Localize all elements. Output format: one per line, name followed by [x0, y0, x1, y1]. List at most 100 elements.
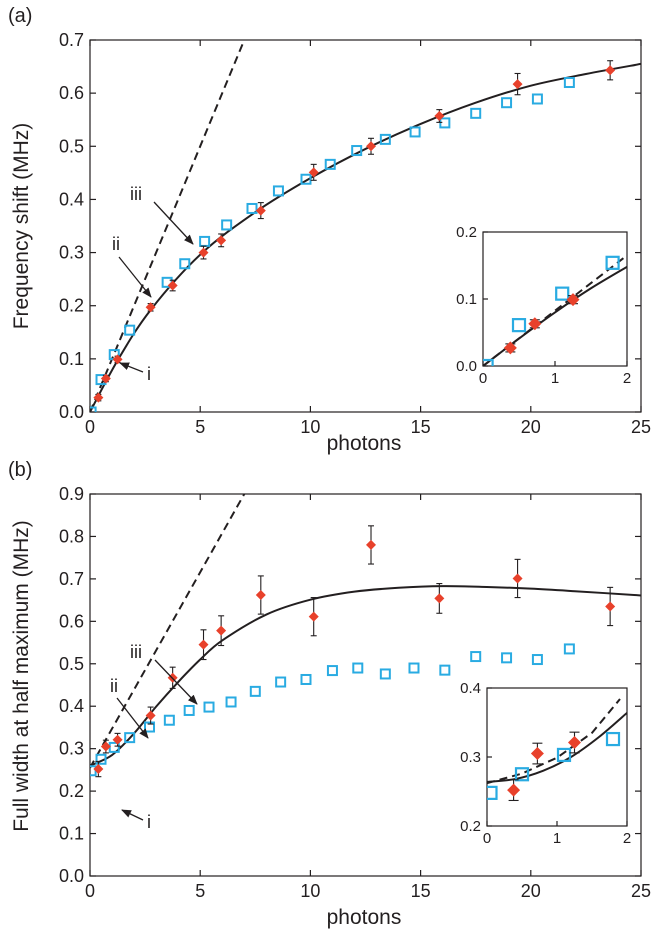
- panel-b-arrow-i: [121, 809, 144, 821]
- panel-b-xtick-label: 10: [300, 881, 320, 901]
- panel-a-ytick-label: 0.2: [59, 296, 84, 316]
- panel-b-xlabel: photons: [327, 906, 402, 929]
- panel-a-annotation-i: i: [147, 364, 151, 384]
- panel-a-inset-xtick-label: 1: [551, 370, 559, 387]
- panel-a-annotation-iii: iii: [130, 184, 142, 204]
- panel-a-arrow-iii: [153, 201, 194, 245]
- panel-a-diamond-point: [145, 302, 156, 313]
- panel-b-diamond-point: [512, 573, 523, 584]
- panel-a-inset-ytick-label: 0.2: [456, 224, 477, 241]
- panel-a-square-point: [90, 406, 97, 412]
- panel-b-square-point: [275, 676, 287, 688]
- panel-b-square-point: [501, 652, 513, 664]
- panel-a-ytick-label: 0.3: [59, 243, 84, 263]
- panel-a-inset-diamond-point: [503, 341, 517, 355]
- panel-a-inset: 0 1 2 0.0 0.1 0.2: [456, 224, 631, 387]
- panel-b-square-point: [379, 668, 391, 680]
- panel-a-diamond-point: [93, 392, 104, 403]
- panel-b-diamond-point: [100, 741, 111, 752]
- panel-b-diamond-point: [434, 593, 445, 604]
- panel-b-inset-diamond-point: [568, 736, 581, 750]
- panel-a-diamond-point: [100, 373, 111, 384]
- panel-b-square-point: [95, 753, 107, 765]
- panel-a-plot-area: 0 5 10 15 20 250.00.10.20.30.40.50.60.7: [59, 30, 651, 437]
- panel-a-xtick-label: 15: [411, 417, 431, 437]
- panel-a-square-point: [409, 126, 421, 138]
- panel-b-plot-area: 0 5 10 15 20 250.00.10.20.30.40.50.60.70.80.9: [59, 484, 651, 901]
- panel-b-inset-square-point: [556, 747, 572, 763]
- panel-a-diamond-point: [512, 79, 523, 90]
- panel-a-arrow-ii: [118, 256, 152, 298]
- panel-b-ytick-label: 0.4: [59, 696, 84, 716]
- panel-b-ytick-label: 0.6: [59, 611, 84, 631]
- panel-b-label: (b): [8, 459, 32, 481]
- panel-b-ytick-label: 0.1: [59, 824, 84, 844]
- panel-a-annotations: i ii iii: [112, 184, 194, 384]
- panel-b-ytick-label: 0.2: [59, 781, 84, 801]
- panel-a-linear-dashed: [90, 39, 246, 412]
- panel-b-xtick-label: 5: [195, 881, 205, 901]
- panel-a-ytick-label: 0.1: [59, 349, 84, 369]
- panel-a-diamond-point: [198, 247, 209, 258]
- panel-a-label: (a): [8, 5, 32, 27]
- panel-b-inset: 0 1 2 0.2 0.3 0.4: [460, 680, 631, 847]
- panel-b-xtick-label: 25: [631, 881, 651, 901]
- panel-b-annotation-i: i: [147, 812, 151, 832]
- panel-b-xtick-label: 15: [411, 881, 431, 901]
- panel-b-inset-square-point: [487, 785, 498, 800]
- panel-a-square-point: [199, 235, 211, 247]
- panel-a-diamond-point: [167, 280, 178, 291]
- panel-b-square-point: [439, 664, 451, 676]
- panel-b-diamond-point: [255, 590, 266, 601]
- panel-a-xtick-label: 10: [300, 417, 320, 437]
- panel-b-square-point: [144, 721, 156, 733]
- panel-a-inset-xtick-label: 2: [623, 370, 631, 387]
- panel-b-fit-curve: [90, 585, 641, 767]
- panel-b-diamond-point: [93, 764, 104, 775]
- panel-a-ytick-label: 0.7: [59, 30, 84, 50]
- panel-a-data: [90, 39, 641, 412]
- panel-a-ylabel: Frequency shift (MHz): [10, 123, 33, 330]
- panel-b-inset-ytick-label: 0.2: [460, 818, 481, 835]
- panel-b-ytick-label: 0.9: [59, 484, 84, 504]
- panel-b-square-point: [563, 643, 575, 655]
- panel-a-ytick-label: 0.0: [59, 402, 84, 422]
- panel-b-inset-ytick-label: 0.3: [460, 749, 481, 766]
- panel-b-square-point: [203, 701, 215, 713]
- panel-a-square-point: [272, 185, 284, 197]
- panel-a-arrow-i: [119, 362, 144, 373]
- panel-b-square-point: [300, 673, 312, 685]
- panel-a-square-point: [531, 93, 543, 105]
- panel-a-square-point: [351, 145, 363, 157]
- panel-b-annotation-iii: iii: [130, 642, 142, 662]
- panel-b-inset-xtick-label: 2: [623, 830, 631, 847]
- panel-b-inset-square-point: [605, 731, 621, 747]
- panel-b-square-point: [408, 662, 420, 674]
- panel-a-diamond-point: [255, 205, 266, 216]
- panel-a-annotation-ii: ii: [112, 234, 120, 254]
- panel-a-diamond-point: [434, 110, 445, 121]
- panel-a-xtick-label: 0: [85, 417, 95, 437]
- panel-b-inset-diamond-point: [507, 783, 521, 797]
- panel-a-diamond-point: [308, 167, 319, 178]
- panel-a-inset-diamond-point: [528, 317, 542, 331]
- panel-a-square-point: [221, 219, 233, 231]
- panel-b-square-point: [249, 685, 261, 697]
- panel-b-diamond-point: [198, 639, 209, 650]
- panel-b-inset-ytick-label: 0.4: [460, 680, 481, 697]
- panel-a-square-point: [470, 107, 482, 119]
- panel-a-inset-ytick-label: 0.0: [456, 358, 477, 375]
- panel-b-annotations: i ii iii: [110, 642, 198, 832]
- panel-b-diamond-point: [605, 601, 616, 612]
- panel-b-square-point: [225, 696, 237, 708]
- panel-a-square-point: [124, 324, 136, 336]
- panel-b-xtick-label: 20: [521, 881, 541, 901]
- panel-a-xtick-label: 5: [195, 417, 205, 437]
- panel-a-inset-square-point: [483, 358, 494, 366]
- panel-a-xtick-label: 20: [521, 417, 541, 437]
- panel-b-ytick-label: 0.0: [59, 866, 84, 886]
- panel-b-square-point: [326, 665, 338, 677]
- panel-b-diamond-point: [366, 539, 377, 550]
- panel-a-diamond-point: [605, 65, 616, 76]
